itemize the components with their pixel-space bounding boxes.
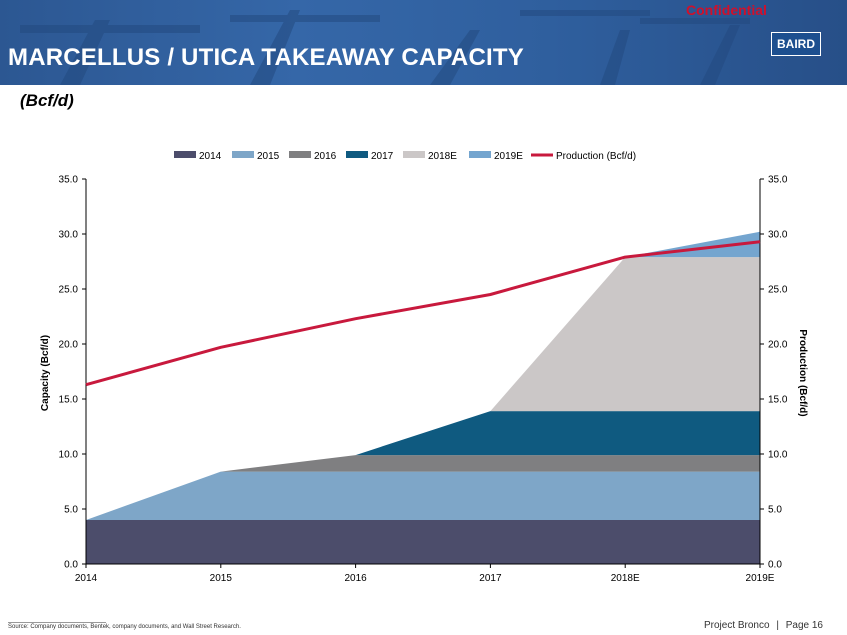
oil-pumpjack-background-image [20, 10, 750, 85]
legend-label: 2015 [257, 151, 280, 162]
chart-axes: 0.0 0.0 5.0 5.0 10.0 10.0 15.0 15.0 20.0 20.0 25.0… [59, 175, 788, 585]
x-tick-label: 2019E [746, 573, 775, 584]
legend-item-2016: 2016 [289, 151, 337, 162]
legend-item-2017: 2017 [346, 151, 394, 162]
production-line [85, 240, 761, 387]
legend-swatch [346, 151, 368, 158]
legend-item-production-bcf-d: Production (Bcf/d) [531, 151, 636, 162]
y-tick-label-left: 25.0 [59, 285, 79, 296]
page-number: Page 16 [785, 620, 823, 631]
legend-swatch [289, 151, 311, 158]
confidential-label: Confidential [686, 2, 767, 18]
y-tick-label-left: 0.0 [64, 560, 78, 571]
page-title: MARCELLUS / UTICA TAKEAWAY CAPACITY [8, 44, 524, 71]
legend-item-2015: 2015 [232, 151, 280, 162]
x-tick-label: 2015 [210, 573, 233, 584]
legend-item-2018e: 2018E [403, 151, 457, 162]
y-tick-label-right: 30.0 [768, 230, 788, 241]
x-tick-label: 2016 [344, 573, 367, 584]
legend-item-2014: 2014 [174, 151, 222, 162]
y-tick-label-right: 10.0 [768, 450, 788, 461]
legend-swatch [403, 151, 425, 158]
y-tick-label-left: 10.0 [59, 450, 79, 461]
footer-right: Project Bronco | Page 16 [702, 620, 825, 631]
y-tick-label-left: 20.0 [59, 340, 79, 351]
chart-legend: 2014 2015 2016 2017 2018E 2019E Production (Bc… [174, 151, 636, 162]
y-axis-left-label: Capacity (Bcf/d) [40, 335, 51, 411]
capacity-areas [86, 231, 760, 564]
y-tick-label-right: 20.0 [768, 340, 788, 351]
y-tick-label-left: 35.0 [59, 175, 79, 186]
legend-label: 2018E [428, 151, 457, 162]
legend-label: Production (Bcf/d) [556, 151, 636, 162]
legend-label: 2017 [371, 151, 394, 162]
y-tick-label-left: 5.0 [64, 505, 78, 516]
project-name: Project Bronco [703, 620, 770, 631]
y-tick-label-right: 15.0 [768, 395, 788, 406]
area-series-2015 [86, 471, 760, 520]
legend-label: 2016 [314, 151, 337, 162]
legend-label: 2019E [494, 151, 523, 162]
baird-logo: BAIRD [771, 32, 821, 56]
y-tick-label-right: 5.0 [768, 505, 782, 516]
area-series-2014 [86, 520, 760, 564]
legend-swatch [469, 151, 491, 158]
y-tick-label-left: 15.0 [59, 395, 79, 406]
area-series-2016 [86, 455, 760, 520]
y-tick-label-right: 25.0 [768, 285, 788, 296]
area-series-2018e [86, 257, 760, 520]
footer-separator: | [776, 620, 779, 631]
y-tick-label-right: 0.0 [768, 560, 782, 571]
legend-swatch [174, 151, 196, 158]
source-note: Source: Company documents, Bentek, compa… [8, 624, 241, 630]
legend-label: 2014 [199, 151, 222, 162]
y-tick-label-left: 30.0 [59, 230, 79, 241]
legend-item-2019e: 2019E [469, 151, 523, 162]
production-line-group [85, 240, 761, 387]
x-tick-label: 2014 [75, 573, 98, 584]
header-banner: MARCELLUS / UTICA TAKEAWAY CAPACITY BAIR… [0, 0, 847, 85]
x-tick-label: 2018E [611, 573, 640, 584]
x-tick-label: 2017 [479, 573, 502, 584]
legend-swatch [232, 151, 254, 158]
y-tick-label-right: 35.0 [768, 175, 788, 186]
y-axis-right-label: Production (Bcf/d) [797, 329, 808, 416]
footer-divider [8, 622, 106, 623]
units-subtitle: (Bcf/d) [20, 91, 74, 110]
area-series-2017 [86, 411, 760, 520]
